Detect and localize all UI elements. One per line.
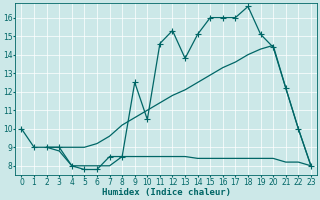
X-axis label: Humidex (Indice chaleur): Humidex (Indice chaleur) — [102, 188, 231, 197]
